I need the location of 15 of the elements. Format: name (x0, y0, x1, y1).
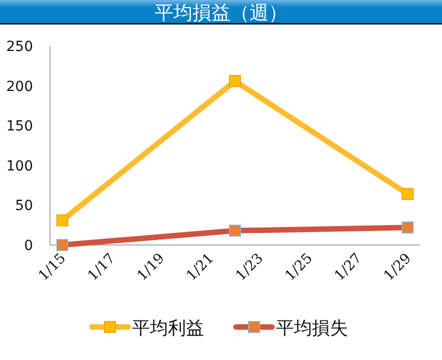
y-tick-label: 150 (6, 118, 33, 135)
point (56, 214, 68, 226)
legend-label: 平均損失 (276, 318, 348, 339)
y-tick-label: 0 (24, 238, 33, 254)
point (402, 221, 414, 234)
y-tick-label: 250 (6, 39, 33, 55)
point (402, 188, 414, 200)
point (229, 224, 241, 237)
point (56, 239, 68, 251)
y-tick-label: 200 (6, 78, 33, 95)
y-tick-label: 100 (6, 158, 33, 174)
legend-label: 平均利益 (132, 318, 204, 339)
point (229, 75, 241, 88)
chart-title: 平均損益（週） (154, 2, 288, 24)
y-tick-label: 50 (15, 198, 33, 214)
